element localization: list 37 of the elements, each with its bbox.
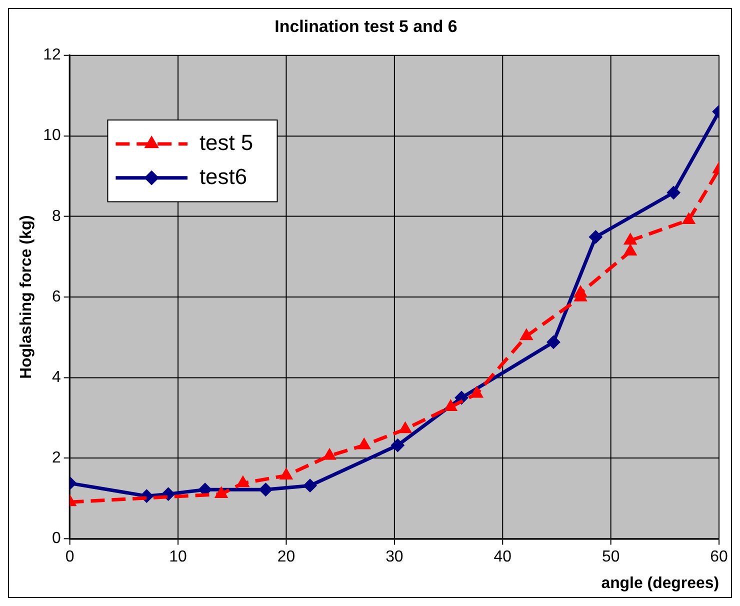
- point: [445, 400, 456, 412]
- x-tick-label: 10: [169, 548, 188, 566]
- x-tick-label: 30: [386, 548, 404, 566]
- x-axis-title: angle (degrees): [601, 574, 720, 592]
- legend-label: test 5: [199, 130, 254, 155]
- point: [216, 488, 227, 498]
- point: [304, 479, 316, 492]
- point: [237, 476, 249, 488]
- y-tick-label: 12: [43, 46, 61, 64]
- point: [574, 286, 586, 297]
- point: [391, 439, 404, 452]
- y-tick-label: 8: [52, 208, 61, 225]
- y-tick-label: 10: [43, 127, 61, 144]
- point: [683, 214, 694, 224]
- y-tick-label: 4: [52, 369, 61, 386]
- point: [624, 234, 636, 245]
- y-tick-label: 0: [52, 530, 61, 548]
- x-tick-label: 20: [277, 548, 296, 566]
- point: [547, 336, 560, 348]
- point: [667, 186, 680, 199]
- legend-label: test6: [199, 164, 248, 189]
- point: [624, 245, 636, 256]
- y-axis-title: Hoglashing force (kg): [18, 215, 35, 379]
- x-tick-label: 40: [494, 548, 512, 566]
- point: [162, 488, 175, 500]
- x-tick-label: 60: [710, 548, 728, 566]
- point: [589, 230, 602, 244]
- y-tick-label: 6: [52, 288, 61, 306]
- point: [259, 483, 272, 496]
- x-tick-label: 0: [65, 548, 74, 566]
- x-tick-label: 50: [602, 548, 620, 566]
- chart-title: Inclination test 5 and 6: [274, 16, 458, 36]
- point: [400, 422, 411, 434]
- y-tick-label: 2: [52, 450, 61, 467]
- point: [520, 330, 532, 340]
- point: [198, 483, 212, 496]
- point: [280, 469, 292, 480]
